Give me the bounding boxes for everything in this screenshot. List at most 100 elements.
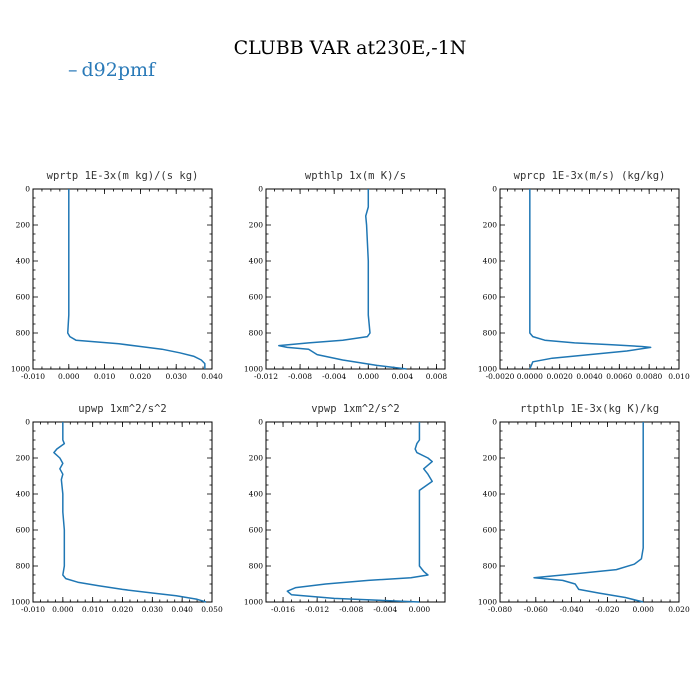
y-tick-label: 200 — [249, 454, 264, 463]
y-tick-label: 1000 — [11, 365, 30, 374]
chart-panel-5: vpwp 1xm^2/s^2 -0.016 -0.012 -0.008 -0.004 0.… — [244, 403, 446, 614]
panel-title: wprcp 1E-3x(m/s) (kg/kg) — [514, 170, 666, 182]
axes-frame — [265, 421, 446, 603]
x-tick-label: -0.012 — [305, 605, 329, 614]
x-tick-label: 0.0060 — [606, 372, 632, 381]
x-tick-label: -0.060 — [524, 605, 548, 614]
x-tick-label: 0.0020 — [547, 372, 573, 381]
y-tick-label: 600 — [16, 526, 31, 535]
x-tick-label: -0.004 — [322, 372, 346, 381]
axes-frame — [32, 188, 213, 370]
x-tick-label: -0.010 — [21, 372, 45, 381]
y-tick-label: 1000 — [244, 598, 263, 607]
y-tick-label: 400 — [249, 257, 264, 266]
y-tick-label: 800 — [16, 329, 31, 338]
panel-title: wpthlp 1x(m K)/s — [305, 170, 406, 182]
x-tick-label: -0.008 — [288, 372, 312, 381]
series-line-d92pmf — [529, 189, 652, 370]
x-tick-label: 0.020 — [112, 605, 134, 614]
x-tick-label: 0.000 — [358, 372, 380, 381]
y-tick-label: 200 — [483, 221, 498, 230]
y-tick-label: 800 — [483, 562, 498, 571]
y-tick-label: 600 — [483, 526, 498, 535]
y-tick-label: 0 — [25, 418, 30, 427]
legend-label: d92pmf — [82, 59, 158, 81]
y-tick-label: 1000 — [11, 598, 30, 607]
y-tick-label: 0 — [492, 418, 497, 427]
x-tick-label: 0.030 — [165, 372, 187, 381]
panel-title: wprtp 1E-3x(m kg)/(s kg) — [47, 170, 199, 182]
panels-group: wprtp 1E-3x(m kg)/(s kg) -0.010 0.000 0.010… — [11, 170, 690, 614]
x-tick-label: -0.012 — [254, 372, 278, 381]
x-tick-label: 0.020 — [130, 372, 152, 381]
y-tick-label: 600 — [249, 526, 264, 535]
y-tick-label: 200 — [16, 454, 31, 463]
x-tick-label: 0.040 — [171, 605, 193, 614]
x-tick-label: 0.000 — [58, 372, 80, 381]
x-tick-label: 0.050 — [201, 605, 223, 614]
y-tick-label: 800 — [249, 329, 264, 338]
series-line-d92pmf — [286, 422, 433, 603]
x-tick-label: 0.030 — [142, 605, 164, 614]
y-tick-label: 400 — [483, 257, 498, 266]
series-line-d92pmf — [533, 422, 644, 603]
x-tick-label: 0.000 — [409, 605, 431, 614]
panel-title: upwp 1xm^2/s^2 — [78, 403, 167, 415]
series-line-d92pmf — [53, 422, 207, 603]
axes-frame — [499, 421, 680, 603]
series-line-d92pmf — [278, 189, 407, 370]
y-tick-label: 400 — [16, 490, 31, 499]
x-tick-label: -0.040 — [560, 605, 584, 614]
chart-panel-2: wpthlp 1x(m K)/s -0.012 -0.008 -0.004 0.000 0… — [244, 170, 448, 381]
y-tick-label: 0 — [492, 185, 497, 194]
y-tick-label: 600 — [249, 293, 264, 302]
x-tick-label: 0.020 — [668, 605, 690, 614]
y-tick-label: 800 — [483, 329, 498, 338]
panel-title: vpwp 1xm^2/s^2 — [311, 403, 400, 415]
x-tick-label: 0.040 — [201, 372, 223, 381]
y-tick-label: 0 — [25, 185, 30, 194]
y-tick-label: 400 — [249, 490, 264, 499]
legend-marker: – — [68, 59, 78, 81]
x-tick-label: -0.0020 — [486, 372, 515, 381]
x-tick-label: 0.010 — [94, 372, 116, 381]
x-tick-label: 0.0000 — [517, 372, 543, 381]
figure-title: CLUBB VAR at230E,-1N — [234, 37, 467, 59]
x-tick-label: -0.008 — [339, 605, 363, 614]
x-tick-label: 0.010 — [668, 372, 690, 381]
y-tick-label: 1000 — [478, 598, 497, 607]
chart-panel-4: upwp 1xm^2/s^2 -0.010 0.000 0.010 0.020 0.030… — [11, 403, 223, 614]
series-line-d92pmf — [66, 189, 206, 369]
axes-frame — [499, 188, 680, 370]
x-tick-label: -0.080 — [488, 605, 512, 614]
y-tick-label: 1000 — [244, 365, 263, 374]
x-tick-label: 0.0040 — [576, 372, 602, 381]
x-tick-label: -0.004 — [373, 605, 397, 614]
y-tick-label: 1000 — [478, 365, 497, 374]
x-tick-label: 0.010 — [82, 605, 104, 614]
x-tick-label: -0.016 — [271, 605, 295, 614]
chart-panel-3: wprcp 1E-3x(m/s) (kg/kg) -0.0020 0.0000 0.0… — [478, 170, 690, 381]
chart-panel-1: wprtp 1E-3x(m kg)/(s kg) -0.010 0.000 0.010… — [11, 170, 223, 381]
y-tick-label: 600 — [483, 293, 498, 302]
x-tick-label: -0.020 — [595, 605, 619, 614]
y-tick-label: 0 — [258, 418, 263, 427]
x-tick-label: -0.010 — [21, 605, 45, 614]
x-tick-label: 0.000 — [632, 605, 654, 614]
x-tick-label: 0.0080 — [636, 372, 662, 381]
y-tick-label: 400 — [483, 490, 498, 499]
y-tick-label: 600 — [16, 293, 31, 302]
y-tick-label: 200 — [16, 221, 31, 230]
panel-title: rtpthlp 1E-3x(kg K)/kg — [520, 403, 659, 415]
y-tick-label: 400 — [16, 257, 31, 266]
x-tick-label: 0.000 — [52, 605, 74, 614]
y-tick-label: 200 — [249, 221, 264, 230]
x-tick-label: 0.008 — [426, 372, 448, 381]
y-tick-label: 200 — [483, 454, 498, 463]
y-tick-label: 0 — [258, 185, 263, 194]
axes-frame — [265, 188, 446, 370]
y-tick-label: 800 — [16, 562, 31, 571]
x-tick-label: 0.004 — [392, 372, 414, 381]
axes-frame — [32, 421, 213, 603]
